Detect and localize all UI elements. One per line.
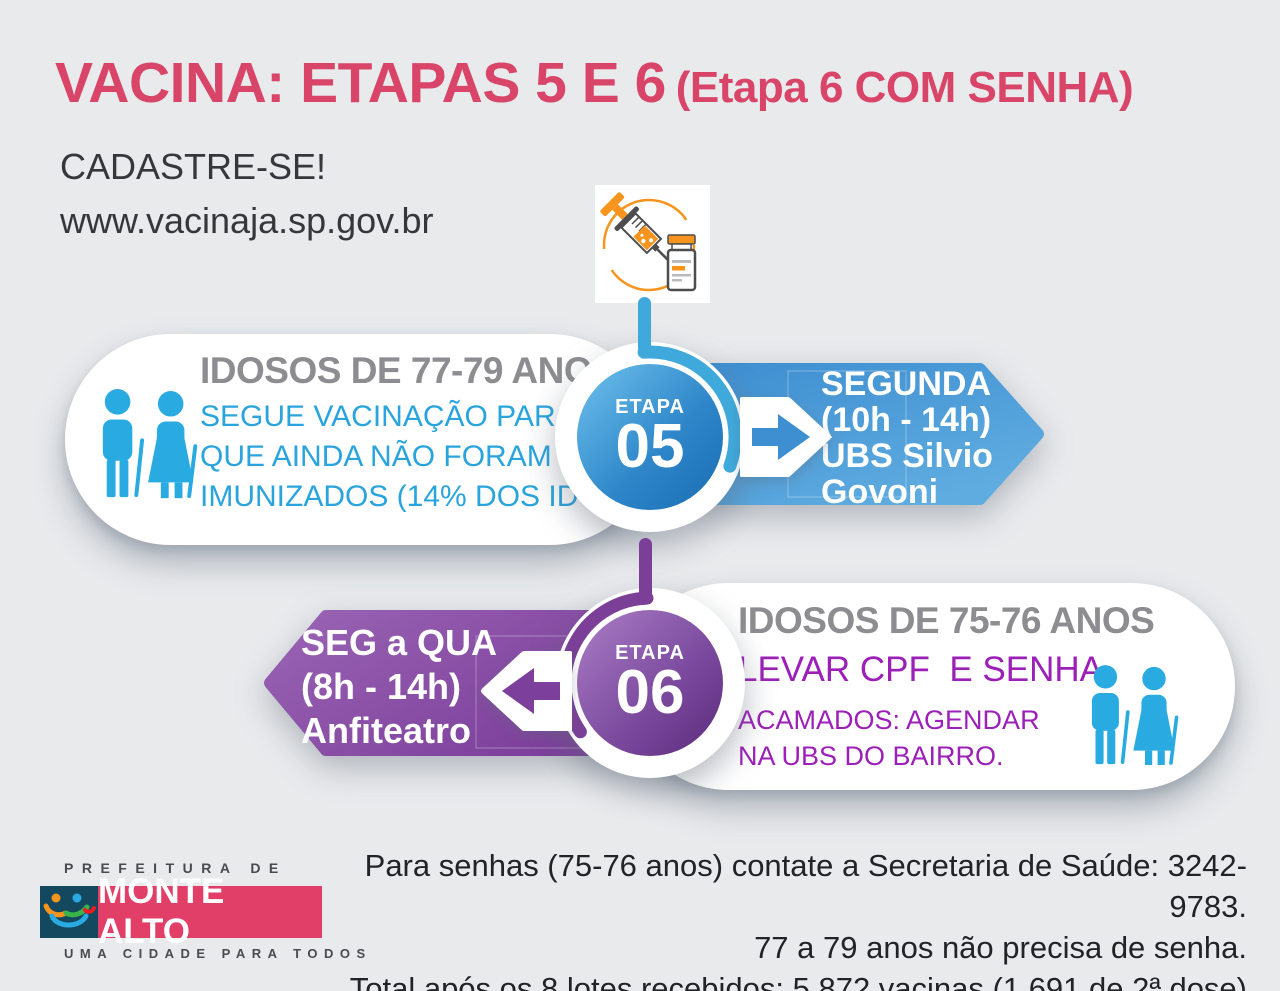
stage6-banner-text: SEG a QUA (8h - 14h) Anfiteatro	[301, 621, 497, 753]
stage5-line-2: QUE AINDA NÃO FORAM	[200, 440, 552, 473]
stage5-badge-number: 05	[615, 412, 685, 481]
prefeitura-label: PREFEITURA DE	[64, 860, 287, 876]
title-sub: (Etapa 6 COM SENHA)	[675, 63, 1134, 112]
stage5-banner-line-4: Govoni	[821, 473, 939, 511]
footer-note-2: 77 a 79 anos não precisa de senha.	[754, 930, 1247, 965]
stage6-card-text: LEVAR CPF E SENHA ACAMADOS: AGENDAR NA U…	[738, 650, 1103, 774]
city-logo-name: MONTE ALTO	[98, 872, 322, 951]
syringe-icon-box	[595, 185, 710, 303]
elderly-couple-icon	[1091, 665, 1179, 765]
register-block: CADASTRE-SE! www.vacinaja.sp.gov.br	[60, 140, 434, 248]
stage5-card-title: IDOSOS DE 77-79 ANOS	[200, 350, 617, 391]
stage6-line-2: ACAMADOS: AGENDAR	[738, 705, 1040, 735]
stage5-banner-text: SEGUNDA (10h - 14h) UBS Silvio Govoni	[821, 366, 993, 510]
stage6-banner-line-1: SEG a QUA	[301, 622, 498, 663]
city-logo: MONTE ALTO	[40, 872, 322, 951]
stage5-line-1: SEGUE VACINAÇÃO PARA OS	[200, 400, 626, 433]
page-title: VACINA: ETAPAS 5 E 6 (Etapa 6 COM SENHA)	[55, 50, 1134, 116]
syringe-and-vial-icon	[600, 192, 697, 292]
title-main: VACINA: ETAPAS 5 E 6	[55, 51, 666, 115]
connector-line-stage6	[639, 538, 652, 600]
stage5-banner-line-1: SEGUNDA	[821, 365, 992, 403]
register-call: CADASTRE-SE!	[60, 146, 327, 187]
city-logo-tagline: UMA CIDADE PARA TODOS	[64, 946, 372, 961]
stage6-banner-line-3: Anfiteatro	[301, 710, 471, 751]
stage6-badge-number: 06	[615, 658, 685, 727]
stage6-badge: ETAPA 06	[577, 610, 723, 756]
stage5-banner-line-2: (10h - 14h)	[821, 401, 992, 439]
stage5-badge: ETAPA 05	[577, 364, 723, 510]
website-url: www.vacinaja.sp.gov.br	[60, 200, 434, 241]
arrow-right-icon	[740, 397, 831, 477]
stage6-banner-line-2: (8h - 14h)	[301, 666, 462, 707]
arrow-left-icon	[481, 651, 572, 731]
elderly-couple-icon	[102, 389, 198, 499]
footer-notes: Para senhas (75-76 anos) contate a Secre…	[320, 845, 1247, 991]
stage6-line-3: NA UBS DO BAIRRO.	[738, 741, 1004, 771]
connector-line-stage5	[638, 297, 651, 354]
footer-note-3: Total após os 8 lotes recebidos: 5.872 v…	[349, 971, 1247, 991]
footer-note-1: Para senhas (75-76 anos) contate a Secre…	[364, 848, 1247, 924]
stage6-card-title: IDOSOS DE 75-76 ANOS	[738, 600, 1155, 641]
stage6-line-1: LEVAR CPF E SENHA	[738, 650, 1104, 689]
monte-alto-smile-icon	[40, 886, 98, 938]
stage5-banner-line-3: UBS Silvio	[821, 437, 993, 475]
